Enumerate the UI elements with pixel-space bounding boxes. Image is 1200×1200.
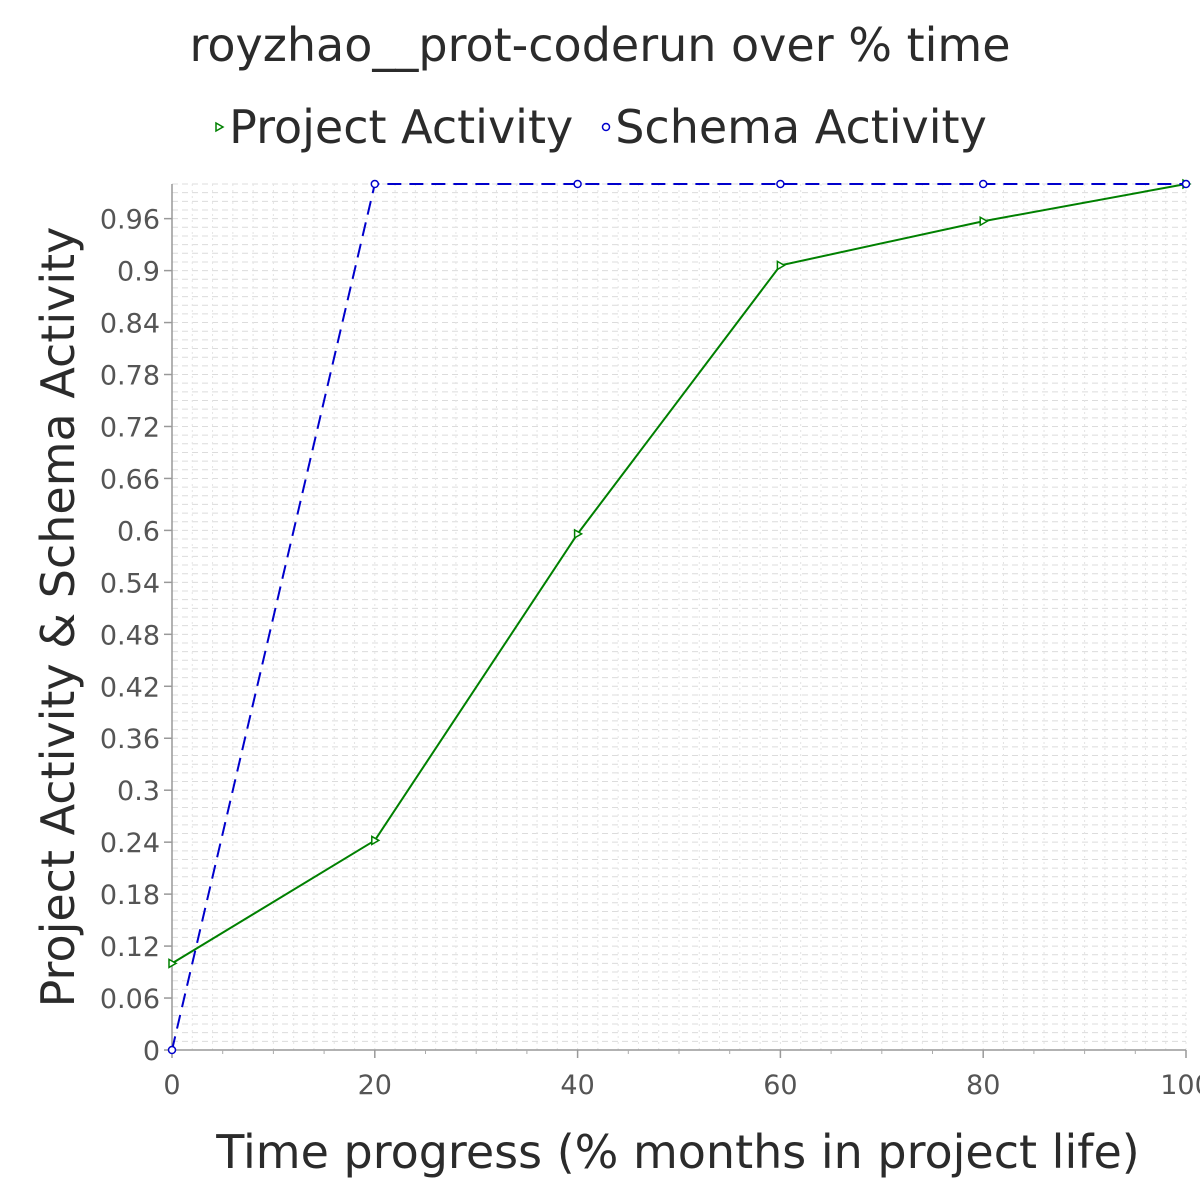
data-point-project-activity	[573, 528, 584, 540]
x-tick-label: 20	[358, 1070, 392, 1101]
x-tick-label: 0	[163, 1070, 180, 1101]
y-tick-label: 0.84	[100, 309, 160, 340]
x-axis-title: Time progress (% months in project life)	[215, 1125, 1139, 1179]
y-tick-label: 0.48	[100, 620, 160, 651]
x-tick-label: 100	[1160, 1070, 1200, 1101]
y-tick-label: 0.24	[100, 828, 160, 859]
legend-label-schema-activity: Schema Activity	[615, 100, 987, 154]
y-tick-label: 0.96	[100, 205, 160, 236]
legend-entry-schema-activity[interactable]: Schema Activity	[599, 100, 987, 154]
y-tick-label: 0.54	[100, 568, 160, 599]
x-tick-label: 80	[966, 1070, 1000, 1101]
data-point-project-activity	[168, 958, 178, 969]
axes	[164, 184, 1187, 1058]
data-point-schema-activity	[167, 1045, 177, 1055]
y-tick-label: 0.72	[100, 412, 160, 443]
y-tick-label: 0.12	[100, 932, 160, 963]
grid-lines	[171, 183, 1187, 1051]
data-point-schema-activity	[978, 179, 988, 189]
y-tick-label: 0.06	[100, 984, 160, 1015]
chart-title: royzhao__prot-coderun over % time	[189, 18, 1011, 72]
data-point-schema-activity	[573, 179, 582, 189]
data-point-schema-activity	[776, 179, 785, 189]
series-layer	[167, 178, 1192, 1055]
series-line-schema-activity	[171, 183, 1186, 1051]
y-tick-label: 0.18	[100, 880, 160, 911]
y-axis-title: Project Activity & Schema Activity	[31, 227, 85, 1008]
series-line-project-activity	[171, 183, 1187, 965]
data-point-project-activity	[776, 260, 786, 271]
y-tick-label: 0	[143, 1036, 160, 1067]
triangle-marker-icon	[215, 121, 225, 133]
legend-entry-project-activity[interactable]: Project Activity	[213, 100, 573, 154]
x-tick-label: 40	[560, 1070, 594, 1101]
y-tick-label: 0.42	[100, 672, 160, 703]
x-tick-label: 60	[763, 1070, 797, 1101]
data-point-schema-activity	[1181, 179, 1191, 189]
y-tick-label: 0.66	[100, 464, 160, 495]
y-tick-label: 0.9	[117, 257, 160, 288]
y-tick-label: 0.6	[117, 516, 160, 547]
legend: Project Activity Schema Activity	[0, 100, 1200, 154]
y-tick-label: 0.78	[100, 361, 160, 392]
legend-label-project-activity: Project Activity	[229, 100, 574, 154]
tick-labels: 0 20 40 60 80 100 0 0.06 0.12 0.18 0.24 0.3 0.36 0.42…	[100, 205, 1200, 1101]
y-tick-label: 0.3	[117, 776, 160, 807]
data-point-schema-activity	[370, 179, 380, 189]
circle-marker-icon	[601, 122, 611, 132]
y-tick-label: 0.36	[100, 724, 160, 755]
data-point-project-activity	[371, 835, 381, 846]
data-point-project-activity	[979, 215, 989, 227]
